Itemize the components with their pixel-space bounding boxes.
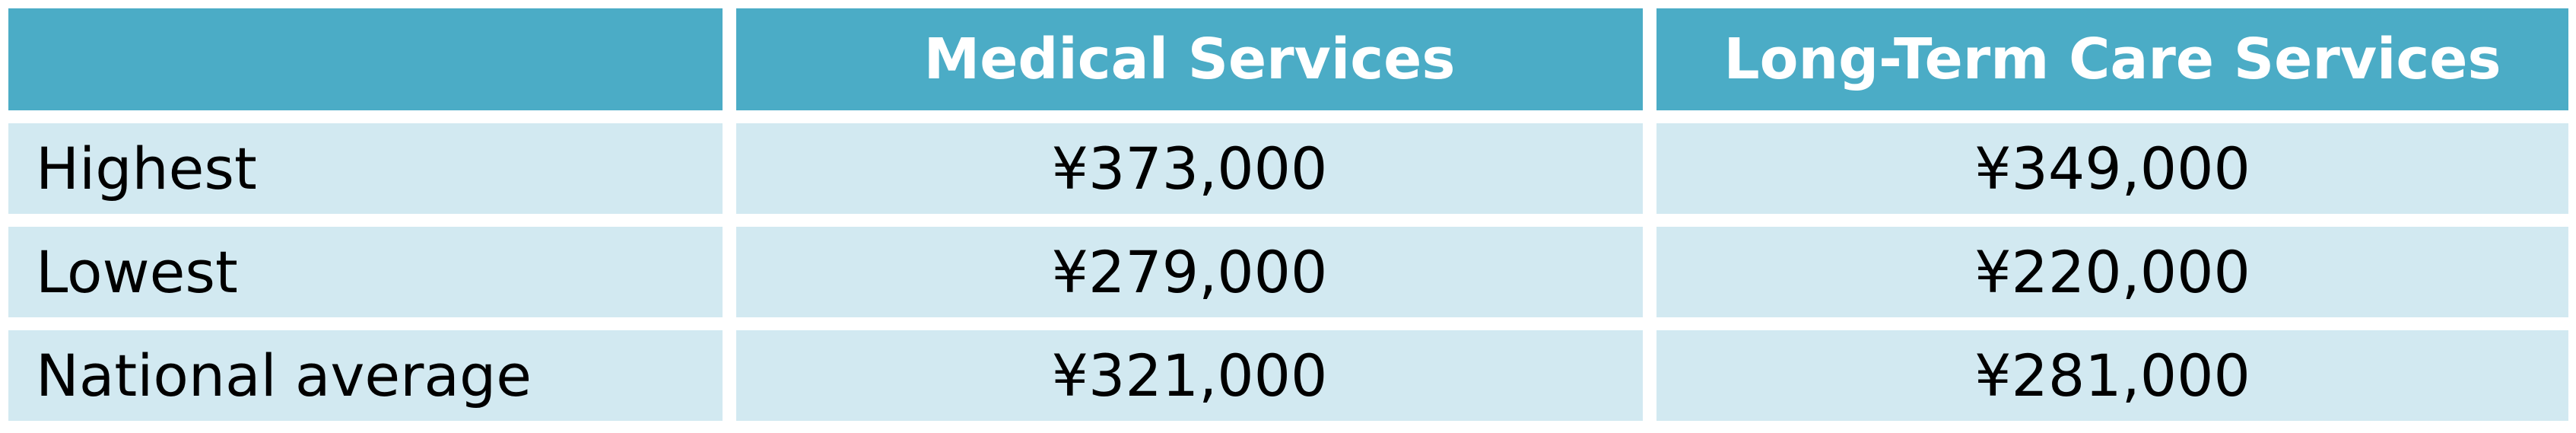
table-cell: ¥281,000 (1656, 330, 2568, 421)
column-header: Long-Term Care Services (1656, 8, 2568, 110)
table: Medical Services Long-Term Care Services H… (8, 8, 2568, 421)
table-cell: ¥220,000 (1656, 227, 2568, 317)
column-header: Medical Services (736, 8, 1643, 110)
header-corner (8, 8, 723, 110)
row-label: Highest (8, 123, 723, 214)
row-label: Lowest (8, 227, 723, 317)
row-label: National average (8, 330, 723, 421)
table-cell: ¥321,000 (736, 330, 1643, 421)
table-cell: ¥349,000 (1656, 123, 2568, 214)
table-cell: ¥373,000 (736, 123, 1643, 214)
table-cell: ¥279,000 (736, 227, 1643, 317)
